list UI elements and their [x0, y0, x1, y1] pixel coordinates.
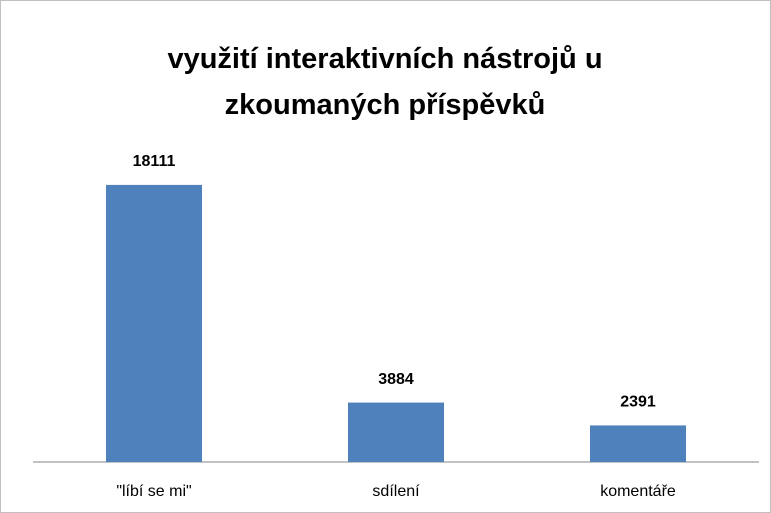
- chart-title: využití interaktivních nástrojů u zkouma…: [167, 43, 603, 121]
- x-tick-label: "líbí se mi": [116, 483, 191, 500]
- data-label: 3884: [378, 371, 414, 388]
- data-label: 2391: [620, 394, 656, 411]
- bar: [348, 402, 444, 462]
- bar: [590, 425, 686, 462]
- data-label: 18111: [133, 153, 176, 170]
- x-tick-label: komentáře: [600, 483, 676, 500]
- bar: [106, 184, 202, 462]
- x-tick-label: sdílení: [372, 483, 420, 500]
